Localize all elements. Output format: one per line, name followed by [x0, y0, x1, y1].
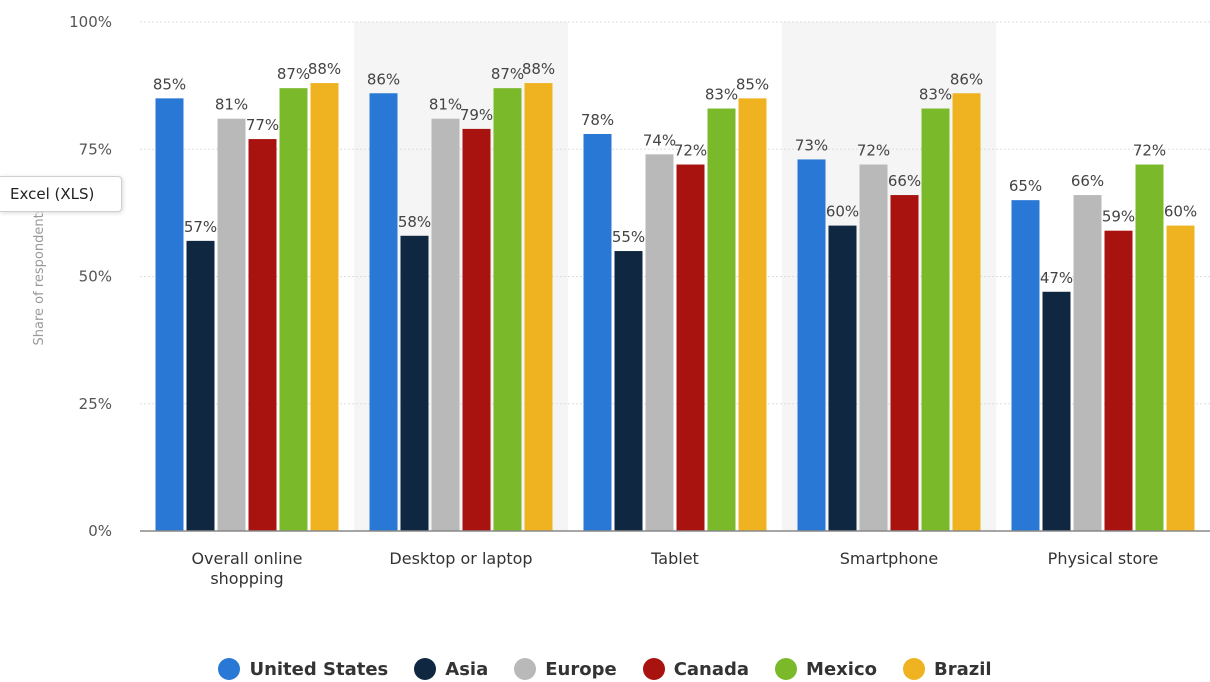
bar[interactable]: [952, 93, 981, 531]
legend: United States Asia Europe Canada Mexico Brazi…: [0, 658, 1210, 680]
data-label: 87%: [491, 65, 524, 83]
data-label: 88%: [522, 60, 555, 78]
bar[interactable]: [707, 108, 736, 531]
legend-label: United States: [249, 658, 389, 680]
data-label: 88%: [308, 60, 341, 78]
y-tick-label: 75%: [79, 140, 112, 158]
bar[interactable]: [859, 164, 888, 531]
x-category-label: shopping: [210, 569, 283, 588]
legend-label: Asia: [445, 658, 489, 680]
data-label: 65%: [1009, 177, 1042, 195]
legend-marker: [642, 658, 665, 680]
legend-label: Brazil: [933, 658, 992, 680]
x-category-label: Smartphone: [840, 549, 938, 568]
data-label: 58%: [398, 213, 431, 231]
bar[interactable]: [217, 118, 246, 532]
data-label: 85%: [153, 75, 186, 93]
data-label: 87%: [277, 65, 310, 83]
bar[interactable]: [462, 128, 491, 531]
data-label: 83%: [705, 86, 738, 104]
bar[interactable]: [186, 240, 215, 531]
legend-label: Europe: [545, 658, 617, 680]
bar[interactable]: [1073, 195, 1102, 531]
data-label: 86%: [367, 70, 400, 88]
x-category-label: Desktop or laptop: [389, 549, 532, 568]
bar[interactable]: [493, 88, 522, 532]
bar[interactable]: [369, 93, 398, 531]
bar[interactable]: [1104, 230, 1133, 531]
data-label: 73%: [795, 136, 828, 154]
data-label: 74%: [643, 131, 676, 149]
bar[interactable]: [645, 154, 674, 531]
legend-label: Mexico: [806, 658, 877, 680]
bar[interactable]: [1011, 200, 1040, 531]
data-label: 72%: [857, 142, 890, 160]
data-label: 78%: [581, 111, 614, 129]
bar[interactable]: [1135, 164, 1164, 531]
data-label: 59%: [1102, 208, 1135, 226]
legend-marker: [775, 658, 798, 680]
bar[interactable]: [1166, 225, 1195, 531]
legend-marker: [414, 658, 437, 680]
data-label: 60%: [1164, 203, 1197, 221]
bar[interactable]: [921, 108, 950, 531]
bar[interactable]: [614, 251, 643, 532]
bar[interactable]: [310, 83, 339, 531]
legend-item[interactable]: United States: [218, 658, 388, 680]
legend-item[interactable]: Europe: [514, 658, 617, 680]
data-label: 72%: [1133, 142, 1166, 160]
bar[interactable]: [524, 83, 553, 531]
legend-marker: [514, 658, 537, 680]
data-label: 81%: [429, 96, 462, 114]
bar[interactable]: [676, 164, 705, 531]
data-label: 66%: [888, 172, 921, 190]
bars: [155, 83, 1195, 532]
bar[interactable]: [583, 133, 612, 532]
excel-download-button[interactable]: Excel (XLS): [0, 176, 122, 212]
x-category-label: Overall online: [191, 549, 302, 568]
data-label: 47%: [1040, 269, 1073, 287]
legend-label: Canada: [673, 658, 750, 680]
bar-chart: 0% 25% 50% 75% 100% Share of respondents 85%…: [32, 13, 1210, 588]
bar[interactable]: [797, 159, 826, 531]
data-label: 55%: [612, 228, 645, 246]
bar[interactable]: [279, 88, 308, 532]
bar[interactable]: [828, 225, 857, 531]
legend-item[interactable]: Mexico: [775, 658, 877, 680]
bar[interactable]: [738, 98, 767, 531]
legend-item[interactable]: Brazil: [902, 658, 992, 680]
y-tick-label: 25%: [79, 395, 112, 413]
data-label: 72%: [674, 142, 707, 160]
data-label: 60%: [826, 203, 859, 221]
bar[interactable]: [890, 195, 919, 531]
legend-item[interactable]: Canada: [642, 658, 750, 680]
bar[interactable]: [431, 118, 460, 532]
data-labels: 85% 86%78%73%65%57% 58%55%60%47%81% 81%74%7…: [153, 60, 1197, 287]
x-category-label: Tablet: [650, 549, 699, 568]
legend-marker: [218, 658, 241, 680]
data-label: 79%: [460, 106, 493, 124]
legend-item[interactable]: Asia: [414, 658, 488, 680]
data-label: 83%: [919, 86, 952, 104]
bar[interactable]: [1042, 291, 1071, 531]
data-label: 81%: [215, 96, 248, 114]
data-label: 86%: [950, 70, 983, 88]
bar[interactable]: [248, 139, 277, 531]
bar[interactable]: [155, 98, 184, 531]
y-axis-ticks: 0% 25% 50% 75% 100%: [69, 13, 112, 540]
legend-marker: [902, 658, 925, 680]
y-tick-label: 100%: [69, 13, 112, 31]
y-tick-label: 0%: [88, 522, 112, 540]
x-category-label: Physical store: [1048, 549, 1159, 568]
bar[interactable]: [400, 235, 429, 531]
y-tick-label: 50%: [79, 268, 112, 286]
data-label: 77%: [246, 116, 279, 134]
data-label: 57%: [184, 218, 217, 236]
data-label: 66%: [1071, 172, 1104, 190]
y-axis-label: Share of respondents: [32, 206, 47, 345]
data-label: 85%: [736, 75, 769, 93]
